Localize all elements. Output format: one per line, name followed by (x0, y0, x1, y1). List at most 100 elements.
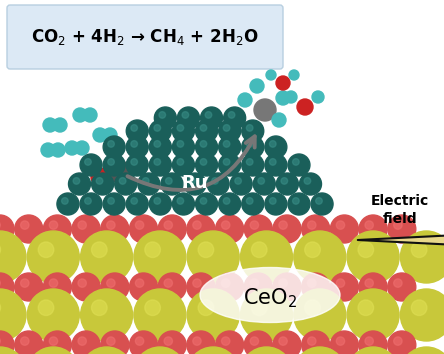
Circle shape (251, 300, 267, 315)
Circle shape (193, 279, 201, 287)
Circle shape (158, 331, 186, 354)
Circle shape (411, 242, 427, 257)
Circle shape (244, 331, 272, 354)
Circle shape (195, 154, 218, 176)
Circle shape (91, 242, 107, 257)
Circle shape (241, 231, 293, 283)
Circle shape (279, 279, 287, 287)
Circle shape (200, 125, 207, 131)
Circle shape (272, 113, 286, 127)
Circle shape (49, 221, 58, 229)
Circle shape (134, 347, 186, 354)
Circle shape (15, 273, 43, 301)
Circle shape (218, 120, 241, 142)
Circle shape (253, 173, 275, 195)
Circle shape (246, 141, 253, 147)
Circle shape (218, 193, 241, 215)
Circle shape (81, 231, 133, 283)
Circle shape (265, 154, 287, 176)
Circle shape (143, 178, 149, 184)
Circle shape (126, 154, 148, 176)
Circle shape (330, 215, 358, 243)
Circle shape (273, 331, 301, 354)
Circle shape (216, 331, 244, 354)
Circle shape (81, 289, 133, 341)
Circle shape (270, 141, 276, 147)
Circle shape (172, 154, 194, 176)
Circle shape (130, 273, 158, 301)
Circle shape (27, 231, 79, 283)
Circle shape (177, 159, 184, 165)
Circle shape (103, 136, 125, 158)
Circle shape (388, 215, 416, 243)
Circle shape (81, 347, 133, 354)
Circle shape (394, 279, 402, 287)
Circle shape (200, 159, 207, 165)
Circle shape (222, 221, 230, 229)
Circle shape (222, 279, 230, 287)
Circle shape (103, 128, 117, 142)
Circle shape (85, 198, 91, 204)
Circle shape (103, 193, 125, 215)
Circle shape (135, 279, 144, 287)
Circle shape (216, 273, 244, 301)
Circle shape (187, 215, 215, 243)
Circle shape (184, 173, 206, 195)
Circle shape (78, 337, 87, 345)
Circle shape (135, 337, 144, 345)
Circle shape (308, 279, 316, 287)
Circle shape (212, 178, 218, 184)
Circle shape (49, 337, 58, 345)
Circle shape (72, 331, 100, 354)
Circle shape (158, 215, 186, 243)
Circle shape (400, 289, 444, 341)
Circle shape (57, 193, 79, 215)
Circle shape (365, 221, 373, 229)
Circle shape (149, 193, 171, 215)
FancyBboxPatch shape (7, 5, 283, 69)
Circle shape (193, 221, 201, 229)
Circle shape (266, 70, 276, 80)
Circle shape (281, 178, 288, 184)
Circle shape (311, 193, 333, 215)
Circle shape (388, 331, 416, 354)
Circle shape (347, 289, 399, 341)
Circle shape (297, 99, 313, 115)
Circle shape (0, 231, 26, 283)
Circle shape (72, 273, 100, 301)
Circle shape (411, 300, 427, 315)
Circle shape (0, 273, 14, 301)
Circle shape (187, 331, 215, 354)
Circle shape (223, 159, 230, 165)
Circle shape (242, 136, 264, 158)
Circle shape (166, 178, 172, 184)
Circle shape (330, 331, 358, 354)
Circle shape (244, 215, 272, 243)
Circle shape (80, 193, 102, 215)
Circle shape (20, 337, 29, 345)
Circle shape (294, 347, 346, 354)
Circle shape (172, 136, 194, 158)
Circle shape (0, 347, 26, 354)
Circle shape (358, 242, 373, 257)
Circle shape (187, 273, 215, 301)
Circle shape (177, 198, 184, 204)
Circle shape (304, 178, 311, 184)
Circle shape (400, 231, 444, 283)
Circle shape (107, 221, 115, 229)
Circle shape (149, 136, 171, 158)
Circle shape (394, 337, 402, 345)
Circle shape (20, 221, 29, 229)
Circle shape (15, 215, 43, 243)
Circle shape (277, 173, 298, 195)
Circle shape (200, 141, 207, 147)
Circle shape (242, 193, 264, 215)
Circle shape (308, 221, 316, 229)
Circle shape (365, 337, 373, 345)
Circle shape (293, 198, 299, 204)
Circle shape (44, 331, 71, 354)
Circle shape (228, 112, 235, 118)
Circle shape (250, 337, 258, 345)
Circle shape (154, 159, 161, 165)
Circle shape (164, 337, 172, 345)
